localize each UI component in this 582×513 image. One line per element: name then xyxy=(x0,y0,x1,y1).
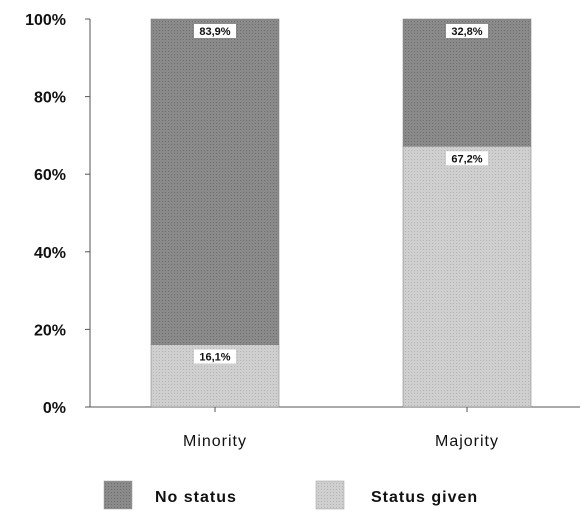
y-tick-label: 0% xyxy=(43,400,66,417)
bar-segment xyxy=(150,18,280,345)
data-label-bg xyxy=(194,24,236,38)
labels-group: 16,1% 83,9% 67,2% 32,8% xyxy=(194,24,488,364)
y-tick-label: 40% xyxy=(34,245,66,262)
legend: No status Status given xyxy=(103,480,478,510)
data-label: 83,9% xyxy=(199,26,230,38)
bar-segment xyxy=(402,18,532,147)
legend-swatch xyxy=(315,480,345,510)
y-tick-label: 100% xyxy=(25,12,66,29)
legend-label: Status given xyxy=(371,489,478,506)
data-label-bg xyxy=(446,151,488,166)
bar-segment xyxy=(402,146,532,408)
data-label-bg xyxy=(446,24,488,38)
x-category-label: Minority xyxy=(183,433,247,450)
data-label: 67,2% xyxy=(451,153,482,165)
chart-axes: 0% 20% 40% 60% 80% 100% Minority Majority xyxy=(25,12,580,450)
y-tick-label: 60% xyxy=(34,167,66,184)
y-tick-label: 80% xyxy=(34,90,66,107)
data-label: 16,1% xyxy=(199,352,230,364)
data-label-bg xyxy=(194,349,236,364)
y-tick-label: 20% xyxy=(34,322,66,339)
data-label: 32,8% xyxy=(451,26,482,38)
bars-group xyxy=(150,18,532,408)
legend-label: No status xyxy=(155,489,237,506)
legend-swatch xyxy=(103,480,133,510)
x-category-label: Majority xyxy=(435,433,499,450)
